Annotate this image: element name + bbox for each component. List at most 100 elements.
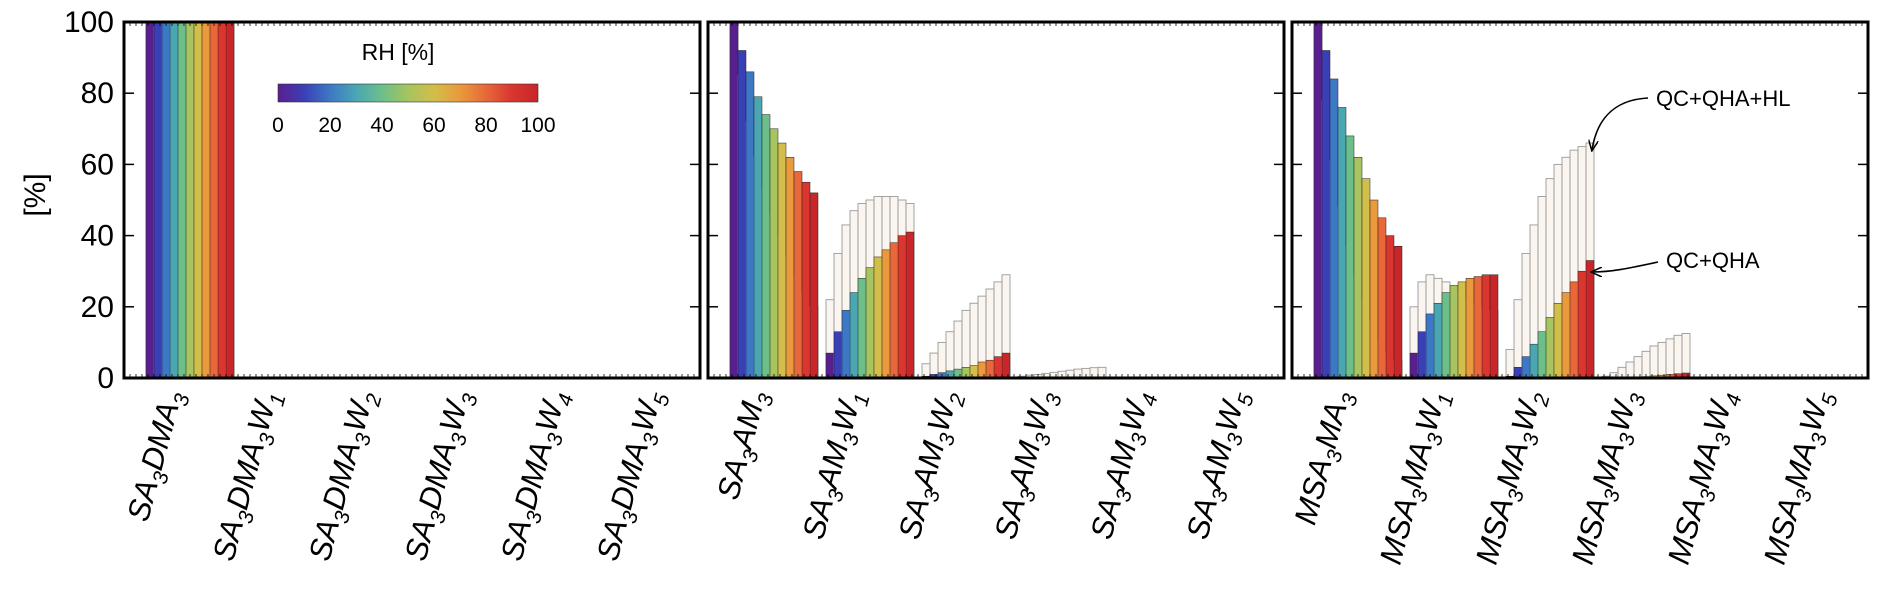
bar-qc-qha <box>745 71 755 379</box>
bar-qc-qha <box>785 157 795 379</box>
x-tick-label: MSA3MA3W3 <box>1565 386 1651 569</box>
bar-qc-qha-hl <box>1665 338 1675 379</box>
x-tick-label: SA3AM3W5 <box>1180 386 1259 544</box>
bar-qc-qha <box>145 21 155 379</box>
panel-1: SA3DMA3SA3DMA3W1SA3DMA3W2SA3DMA3W3SA3DMA… <box>64 6 702 566</box>
x-tick-label: MSA3MA3W2 <box>1469 386 1555 569</box>
bar-qc-qha <box>1569 281 1579 379</box>
y-tick-label: 0 <box>97 362 114 395</box>
bar-qc-qha <box>193 21 203 379</box>
bar-qc-qha <box>977 361 987 379</box>
bar-qc-qha <box>1473 276 1483 379</box>
bar-qc-qha <box>777 142 787 379</box>
bar-qc-qha <box>1369 199 1379 379</box>
colorbar-tick-20: 20 <box>318 114 341 137</box>
bar-qc-qha <box>185 21 195 379</box>
bar-qc-qha-hl <box>921 363 931 379</box>
bar-qc-qha <box>769 128 779 379</box>
bar-qc-qha <box>1377 217 1387 379</box>
x-tick-label: SA3DMA3W2 <box>302 386 387 566</box>
panel-3: MSA3MA3MSA3MA3W1MSA3MA3W2MSA3MA3W3MSA3MA… <box>1287 20 1870 570</box>
bar-group-2-1 <box>729 21 819 379</box>
bar-qc-qha <box>1441 292 1451 379</box>
bar-qc-qha-hl <box>1097 366 1107 379</box>
colorbar-tick-100: 100 <box>520 114 555 137</box>
bar-qc-qha <box>873 256 883 379</box>
bar-qc-qha <box>793 171 803 379</box>
bar-qc-qha <box>1393 246 1403 379</box>
bar-qc-qha <box>201 21 211 379</box>
colorbar-tick-40: 40 <box>370 114 393 137</box>
x-tick-label: SA3DMA3W4 <box>494 387 579 566</box>
bar-qc-qha <box>809 192 819 379</box>
x-tick-label: SA3AM3W3 <box>988 386 1067 544</box>
bar-qc-qha <box>1529 343 1539 379</box>
bar-qc-qha <box>1417 331 1427 379</box>
annotation-upper: QC+QHA+HL <box>1592 86 1791 150</box>
bar-qc-qha <box>857 278 867 379</box>
x-tick-label: SA3DMA3W3 <box>398 386 483 566</box>
bar-qc-qha <box>169 21 179 379</box>
bar-qc-qha <box>993 356 1003 379</box>
colorbar-title: RH [%] <box>362 39 435 65</box>
bar-qc-qha <box>1537 331 1547 379</box>
bar-qc-qha-hl <box>1681 333 1691 379</box>
bar-qc-qha <box>1553 302 1563 379</box>
colorbar-gradient <box>277 83 539 103</box>
x-tick-label: MSA3MA3W5 <box>1757 386 1843 569</box>
x-tick-label: SA3DMA3W5 <box>590 386 675 566</box>
y-tick-label: 100 <box>64 6 114 39</box>
bar-group-3-1 <box>1313 21 1403 379</box>
bar-qc-qha <box>1465 278 1475 379</box>
bar-qc-qha <box>737 50 747 379</box>
y-tick-label: 20 <box>81 291 114 324</box>
bar-qc-qha <box>1329 78 1339 379</box>
bar-qc-qha <box>1457 281 1467 379</box>
bar-qc-qha <box>1577 270 1587 379</box>
bar-qc-qha <box>865 267 875 379</box>
x-tick-label: MSA3MA3W4 <box>1661 387 1747 570</box>
bar-qc-qha <box>1385 235 1395 379</box>
bar-qc-qha <box>1561 292 1571 379</box>
bar-qc-qha <box>969 365 979 379</box>
y-tick-label: 60 <box>81 148 114 181</box>
bar-qc-qha <box>825 352 835 379</box>
bar-qc-qha <box>761 114 771 379</box>
bar-qc-qha <box>905 231 915 379</box>
bar-qc-qha-hl <box>1641 350 1651 379</box>
bar-qc-qha-hl <box>1513 299 1523 379</box>
x-tick-label: MSA3MA3W1 <box>1373 387 1459 570</box>
annotation-lower: QC+QHA <box>1592 248 1760 273</box>
bar-group-1-1 <box>145 21 235 379</box>
bar-qc-qha <box>209 21 219 379</box>
bar-qc-qha <box>1313 21 1323 379</box>
colorbar-tick-0: 0 <box>272 114 284 137</box>
x-tick-label: SA3AM3W1 <box>796 387 875 545</box>
bar-qc-qha-hl <box>1089 367 1099 379</box>
bar-qc-qha <box>1585 260 1595 379</box>
bar-qc-qha <box>217 21 227 379</box>
bar-qc-qha <box>1361 178 1371 379</box>
bar-qc-qha-hl <box>1657 341 1667 379</box>
panel-2: SA3AM3 SA3AM3W1SA3AM3W2SA3AM3W3SA3AM3W4SA… <box>706 20 1286 545</box>
colorbar: RH [%] 0 20 40 60 80 100 <box>272 39 555 137</box>
x-tick-label: SA3DMA3 <box>120 386 194 526</box>
x-tick-label: SA3AM3W2 <box>892 386 971 544</box>
bar-qc-qha <box>889 242 899 379</box>
bar-qc-qha-hl <box>1649 345 1659 379</box>
annotation-upper-label: QC+QHA+HL <box>1656 86 1791 111</box>
x-tick-label: SA3AM3 <box>710 386 778 504</box>
colorbar-tick-80: 80 <box>474 114 497 137</box>
bar-group-2-3 <box>921 274 1011 379</box>
bar-qc-qha <box>1481 274 1491 379</box>
x-tick-label: SA3DMA3W1 <box>206 387 291 566</box>
y-axis-label: [%] <box>19 173 52 216</box>
bar-group-3-3 <box>1505 142 1595 379</box>
bar-qc-qha <box>1337 107 1347 379</box>
bar-qc-qha <box>1001 352 1011 379</box>
annotation-lower-arrow <box>1592 261 1659 272</box>
bar-qc-qha-hl <box>1505 349 1515 379</box>
y-tick-label: 40 <box>81 220 114 253</box>
bar-qc-qha <box>801 181 811 379</box>
